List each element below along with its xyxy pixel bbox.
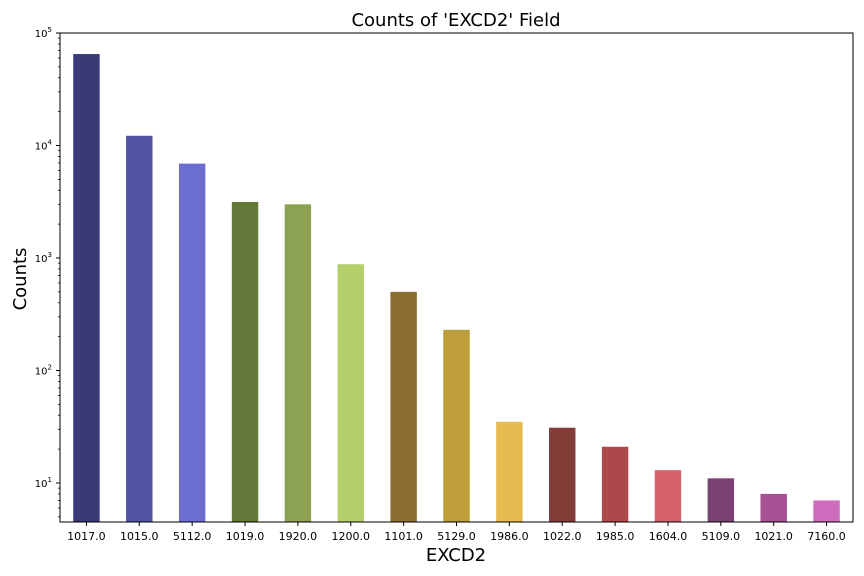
x-axis-label: EXCD2 [426, 545, 486, 566]
bar-1101.0 [390, 291, 417, 522]
bar-7160.0 [813, 500, 840, 522]
y-tick-label: 102 [35, 363, 52, 377]
x-tick-label: 1019.0 [226, 530, 265, 543]
x-tick-label: 1604.0 [649, 530, 688, 543]
y-tick-label: 104 [35, 138, 53, 152]
bar-1986.0 [496, 421, 523, 522]
x-tick-label: 1021.0 [754, 530, 793, 543]
bar-5112.0 [178, 163, 206, 522]
bar-5109.0 [707, 478, 735, 522]
bar-5129.0 [443, 329, 470, 522]
y-tick-label: 103 [35, 251, 52, 265]
bar-1985.0 [601, 446, 629, 522]
x-tick-label: 1920.0 [279, 530, 318, 543]
x-tick-label: 1985.0 [596, 530, 635, 543]
x-tick-label: 1986.0 [490, 530, 529, 543]
y-axis-label: Counts [10, 248, 31, 311]
bar-1015.0 [126, 135, 153, 522]
y-axis-ticks: 101 102 103 104 105 [35, 26, 60, 518]
x-tick-label: 1017.0 [67, 530, 106, 543]
bar-1604.0 [654, 470, 682, 522]
bar-1019.0 [231, 201, 259, 522]
x-axis-ticks: 1017.0 1015.0 5112.0 1019.0 1920.0 1200.0 1101… [67, 522, 846, 543]
bar-1021.0 [760, 493, 787, 522]
x-tick-label: 1022.0 [543, 530, 582, 543]
x-tick-label: 1101.0 [384, 530, 423, 543]
y-tick-label: 105 [35, 26, 52, 40]
x-tick-label: 5109.0 [702, 530, 741, 543]
chart-title: Counts of 'EXCD2' Field [351, 10, 560, 31]
bar-1200.0 [337, 264, 364, 522]
x-tick-label: 1015.0 [120, 530, 159, 543]
plot-area-frame [59, 32, 854, 523]
x-tick-label: 1200.0 [332, 530, 371, 543]
y-tick-label: 101 [35, 476, 52, 490]
x-tick-label: 5129.0 [437, 530, 476, 543]
bar-1017.0 [73, 54, 100, 523]
bars-group [73, 54, 840, 523]
bar-1920.0 [284, 204, 312, 522]
x-tick-label: 5112.0 [173, 530, 212, 543]
bar-1022.0 [549, 427, 576, 522]
x-tick-label: 7160.0 [807, 530, 846, 543]
